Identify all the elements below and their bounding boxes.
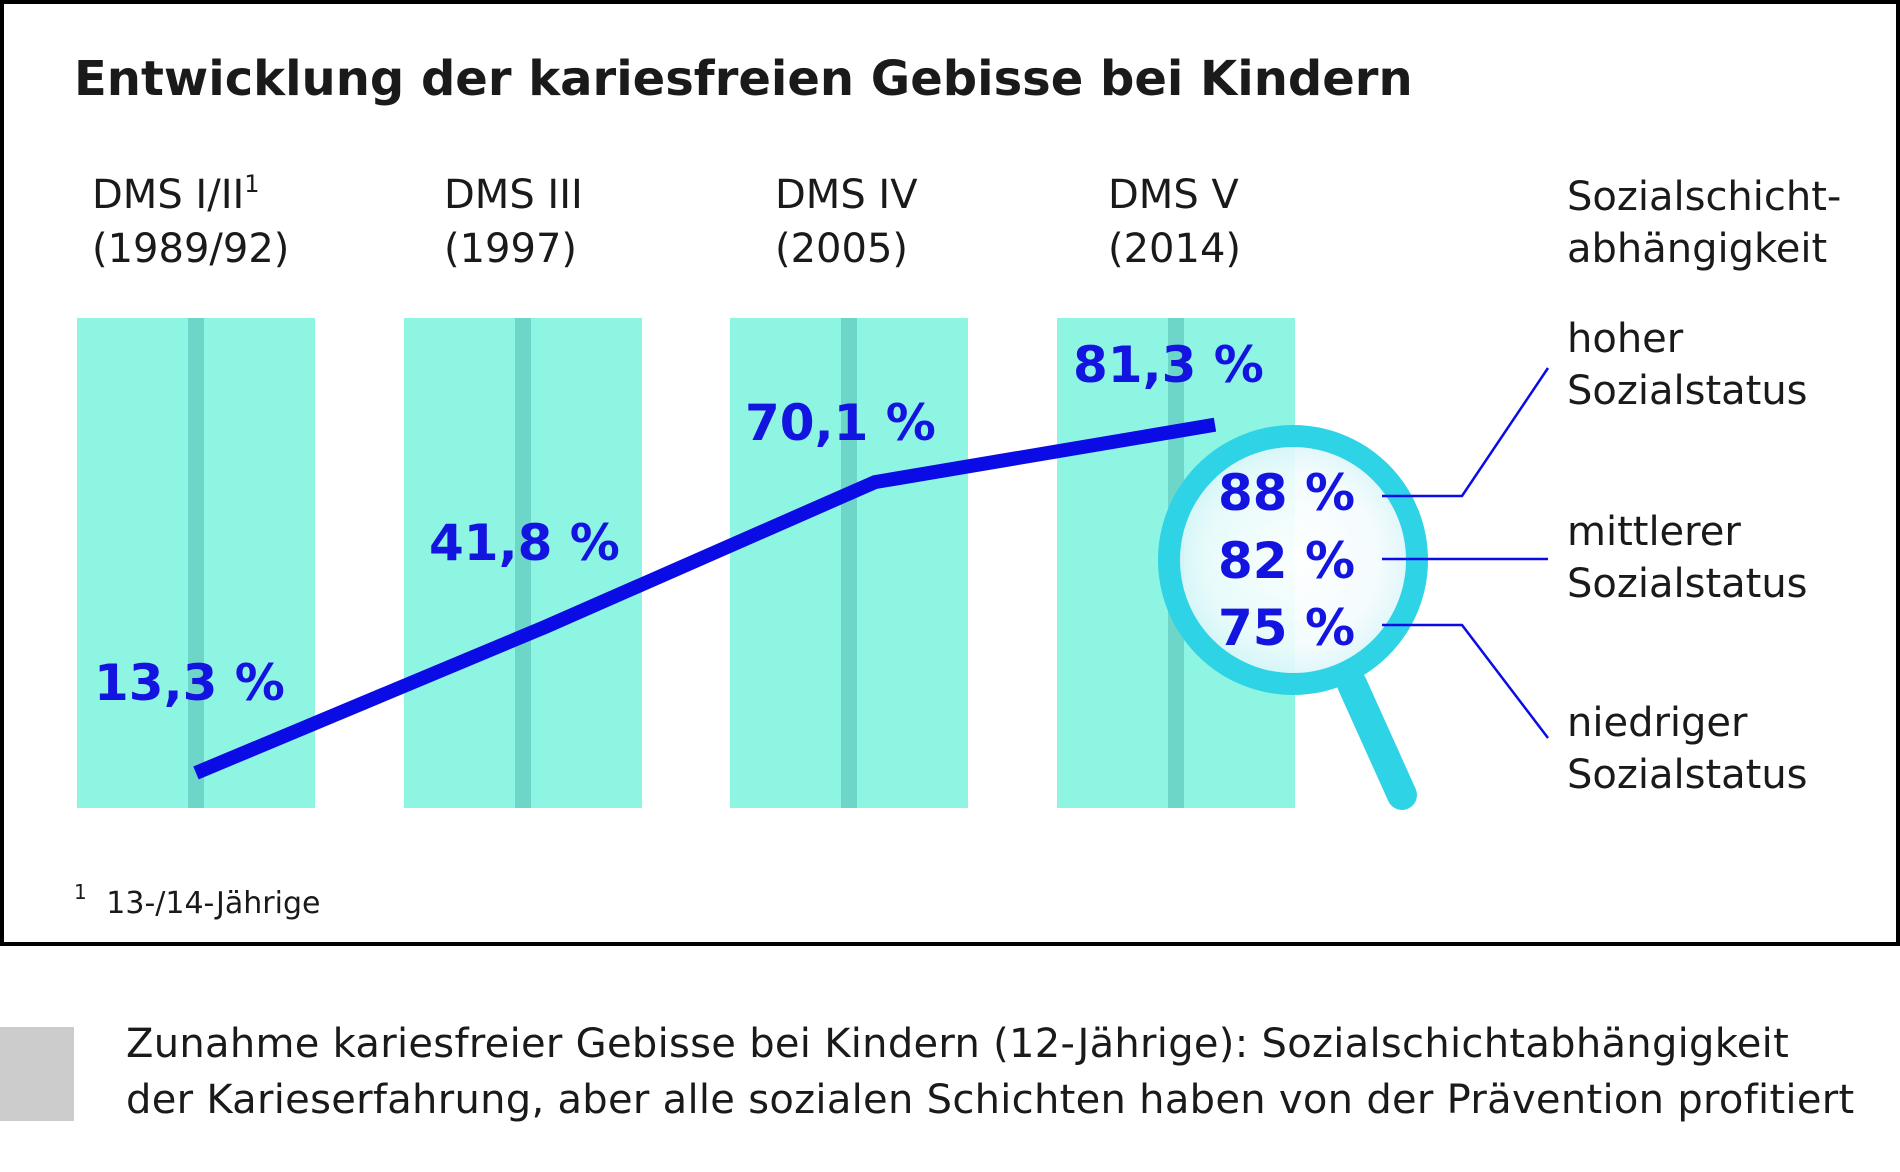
- social-label-2-line-2: Sozialstatus: [1567, 561, 1808, 607]
- category-name: DMS III: [444, 172, 583, 218]
- category-year-2: (1997): [444, 226, 577, 272]
- leader-line-1: [1382, 367, 1550, 498]
- category-name: DMS IV: [775, 172, 918, 218]
- caption-marker-box: [0, 1027, 74, 1121]
- social-value-2: 82 %: [1218, 532, 1355, 590]
- series-line: [193, 417, 1217, 780]
- bar-stripe-1: [188, 318, 204, 808]
- category-name: DMS V: [1108, 172, 1239, 218]
- bar-stripe-2: [515, 318, 531, 808]
- social-label-3-line-2: Sozialstatus: [1567, 752, 1808, 798]
- social-value-3: 75 %: [1218, 599, 1355, 657]
- magnifier-handle: [1337, 669, 1417, 810]
- value-label-1: 13,3 %: [94, 654, 285, 712]
- footnote-marker: 1: [74, 880, 87, 904]
- bar-stripe-3: [841, 318, 857, 808]
- category-footnote-marker: 1: [244, 170, 259, 198]
- leader-line-3: [1382, 623, 1549, 739]
- category-label-1: DMS I/II1: [92, 170, 260, 218]
- social-heading-line-1: Sozialschicht-: [1567, 174, 1841, 220]
- social-value-1: 88 %: [1218, 464, 1355, 522]
- chart-figure: Entwicklung der kariesfreien Gebisse bei…: [0, 0, 1900, 946]
- social-label-1-line-1: hoher: [1567, 316, 1684, 362]
- caption-line-2: der Karieserfahrung, aber alle sozialen …: [126, 1077, 1855, 1123]
- category-label-4: DMS V: [1108, 172, 1239, 218]
- social-label-2-line-1: mittlerer: [1567, 509, 1741, 555]
- category-name: DMS I/II: [92, 172, 244, 218]
- caption-line-1: Zunahme kariesfreier Gebisse bei Kindern…: [126, 1021, 1790, 1067]
- category-year-1: (1989/92): [92, 226, 289, 272]
- value-label-3: 70,1 %: [745, 394, 936, 452]
- footnote: 1 13-/14-Jährige: [74, 872, 320, 921]
- figure-caption: Zunahme kariesfreier Gebisse bei Kindern…: [126, 1016, 1886, 1128]
- social-label-1-line-2: Sozialstatus: [1567, 368, 1808, 414]
- social-heading-line-2: abhängigkeit: [1567, 226, 1827, 272]
- social-label-3-line-1: niedriger: [1567, 700, 1748, 746]
- category-year-4: (2014): [1108, 226, 1241, 272]
- category-year-3: (2005): [775, 226, 908, 272]
- chart-title: Entwicklung der kariesfreien Gebisse bei…: [74, 51, 1413, 107]
- category-label-3: DMS IV: [775, 172, 918, 218]
- value-label-4: 81,3 %: [1073, 336, 1264, 394]
- category-label-2: DMS III: [444, 172, 583, 218]
- footnote-text: 13-/14-Jährige: [106, 886, 320, 921]
- value-label-2: 41,8 %: [429, 514, 620, 572]
